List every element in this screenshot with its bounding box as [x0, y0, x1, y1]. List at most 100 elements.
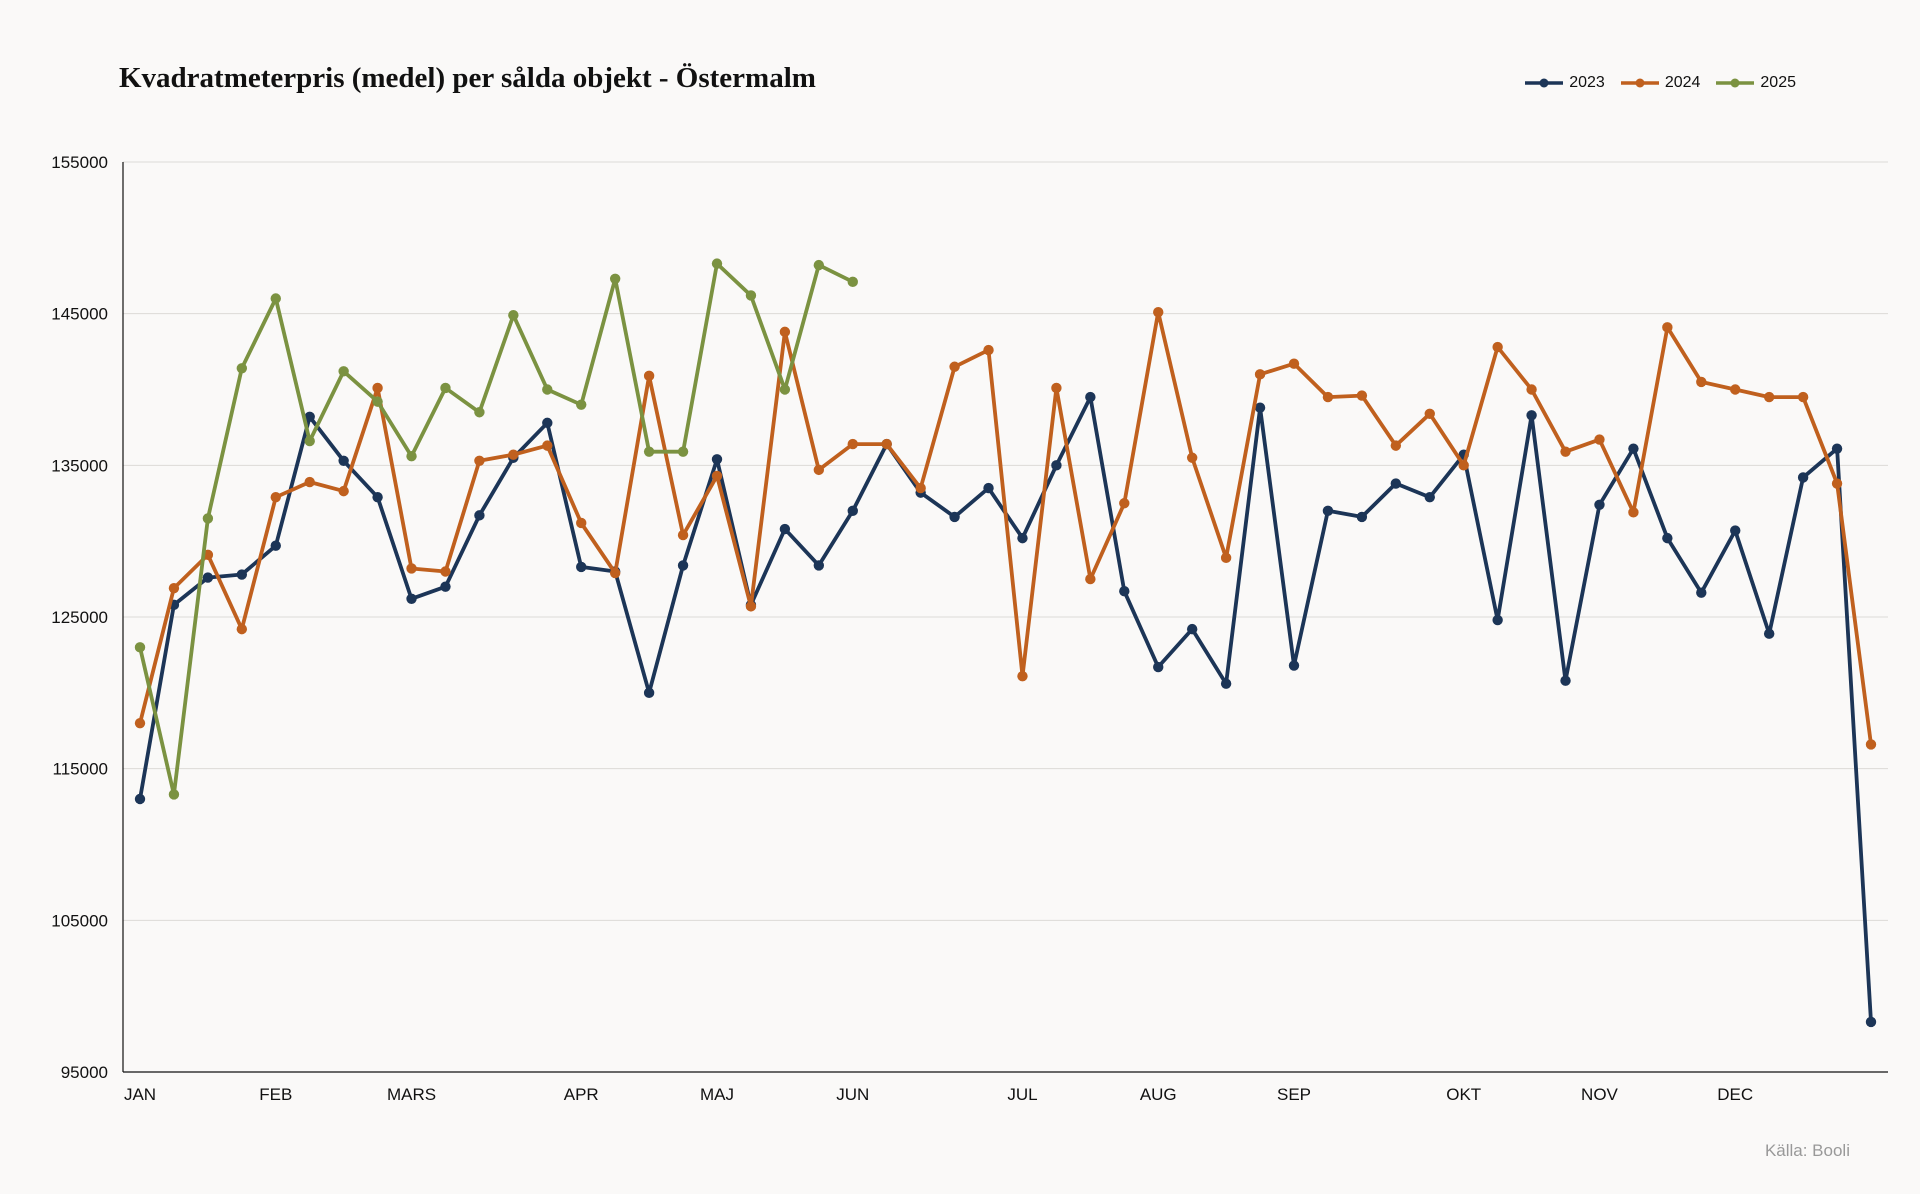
data-point-2025	[813, 259, 825, 271]
data-point-2024	[338, 485, 349, 497]
data-point-2025	[609, 273, 621, 284]
legend-swatch	[1525, 78, 1564, 88]
data-point-2023	[1356, 511, 1368, 523]
data-point-2024	[1220, 552, 1232, 564]
x-tick-label-mars: MARS	[387, 1085, 436, 1104]
data-point-2023	[1390, 478, 1402, 489]
data-point-2024	[508, 449, 519, 460]
data-point-2023	[677, 560, 689, 571]
data-point-2023	[1560, 675, 1571, 686]
data-point-2023	[236, 569, 248, 580]
data-point-2023	[1831, 443, 1843, 454]
data-point-2024	[1322, 391, 1334, 403]
data-point-2024	[1526, 384, 1537, 395]
data-point-2024	[813, 464, 825, 476]
data-point-2024	[1797, 391, 1809, 403]
data-point-2023	[1797, 472, 1809, 483]
y-tick-label: 145000	[51, 305, 108, 324]
data-point-2023	[406, 593, 417, 604]
data-point-2023	[1492, 614, 1503, 626]
x-tick-label-aug: AUG	[1140, 1085, 1177, 1104]
data-point-2025	[168, 789, 180, 800]
x-tick-label-nov: NOV	[1581, 1085, 1619, 1104]
data-point-2024	[372, 382, 383, 394]
data-point-2025	[304, 435, 315, 447]
data-point-2024	[745, 601, 757, 612]
data-point-2024	[304, 476, 315, 488]
data-point-2025	[677, 446, 689, 457]
y-tick-label: 115000	[53, 760, 108, 779]
legend-swatch-marker	[1730, 78, 1740, 88]
data-point-2023	[1865, 1016, 1877, 1028]
legend-item-2024: 2024	[1619, 74, 1700, 92]
data-point-2024	[1492, 341, 1503, 353]
data-point-2024	[1831, 478, 1843, 489]
data-point-2024	[1628, 507, 1639, 518]
data-point-2023	[304, 411, 315, 422]
data-point-2025	[134, 642, 146, 653]
data-point-2023	[1017, 532, 1028, 544]
series-line-2025	[138, 261, 855, 797]
data-point-2023	[474, 510, 485, 521]
data-point-2024	[1288, 358, 1300, 369]
data-point-2024	[440, 566, 451, 577]
data-point-2024	[1051, 382, 1062, 394]
y-tick-label: 125000	[51, 608, 108, 627]
data-point-2024	[643, 370, 655, 382]
data-point-2023	[576, 561, 587, 573]
data-point-2025	[711, 258, 723, 269]
data-point-2024	[1865, 739, 1877, 750]
data-point-2023	[1085, 391, 1096, 403]
data-point-2024	[236, 623, 248, 635]
legend-label: 2025	[1760, 74, 1796, 91]
data-point-2024	[1424, 408, 1435, 419]
data-point-2023	[440, 581, 451, 592]
legend-swatch	[1716, 78, 1755, 88]
x-tick-label-dec: DEC	[1717, 1085, 1753, 1104]
data-point-2024	[881, 438, 892, 450]
legend-swatch-marker	[1539, 78, 1549, 88]
data-point-2023	[1696, 587, 1707, 598]
data-point-2025	[236, 363, 248, 374]
data-point-2023	[338, 455, 349, 466]
data-point-2025	[270, 293, 281, 304]
data-point-2023	[1628, 443, 1639, 454]
data-point-2024	[847, 438, 858, 450]
data-point-2024	[576, 517, 587, 529]
data-point-2023	[1288, 660, 1300, 671]
x-tick-label-sep: SEP	[1277, 1085, 1311, 1104]
x-tick-label-jan: JAN	[124, 1085, 156, 1104]
data-point-2023	[1424, 491, 1435, 503]
data-point-2023	[270, 540, 281, 551]
data-point-2024	[1560, 446, 1571, 457]
data-point-2023	[949, 511, 960, 523]
data-point-2023	[1051, 460, 1062, 471]
data-point-2025	[643, 446, 655, 457]
data-point-2024	[779, 326, 791, 338]
data-point-2023	[1186, 623, 1198, 635]
data-point-2023	[1153, 661, 1164, 673]
data-point-2023	[1220, 678, 1232, 689]
data-point-2023	[1119, 586, 1130, 597]
data-point-2025	[440, 382, 451, 394]
data-point-2025	[576, 399, 587, 410]
data-point-2024	[1254, 369, 1266, 380]
legend: 2023 2024 2025	[1523, 74, 1796, 92]
chart-title: Kvadratmeterpris (medel) per sålda objek…	[119, 62, 816, 94]
data-point-2024	[542, 440, 553, 451]
data-point-2025	[474, 407, 485, 418]
data-point-2024	[474, 455, 485, 466]
x-tick-label-jul: JUL	[1007, 1085, 1037, 1104]
data-point-2024	[949, 361, 960, 372]
data-point-2023	[1254, 402, 1266, 413]
data-point-2024	[1594, 434, 1605, 445]
data-point-2023	[711, 454, 723, 465]
y-tick-label: 105000	[51, 911, 108, 930]
data-point-2025	[542, 384, 553, 395]
data-point-2023	[542, 417, 553, 429]
data-point-2024	[915, 482, 926, 494]
data-point-2024	[1356, 390, 1368, 401]
data-point-2024	[677, 529, 689, 541]
data-point-2024	[1763, 391, 1775, 403]
